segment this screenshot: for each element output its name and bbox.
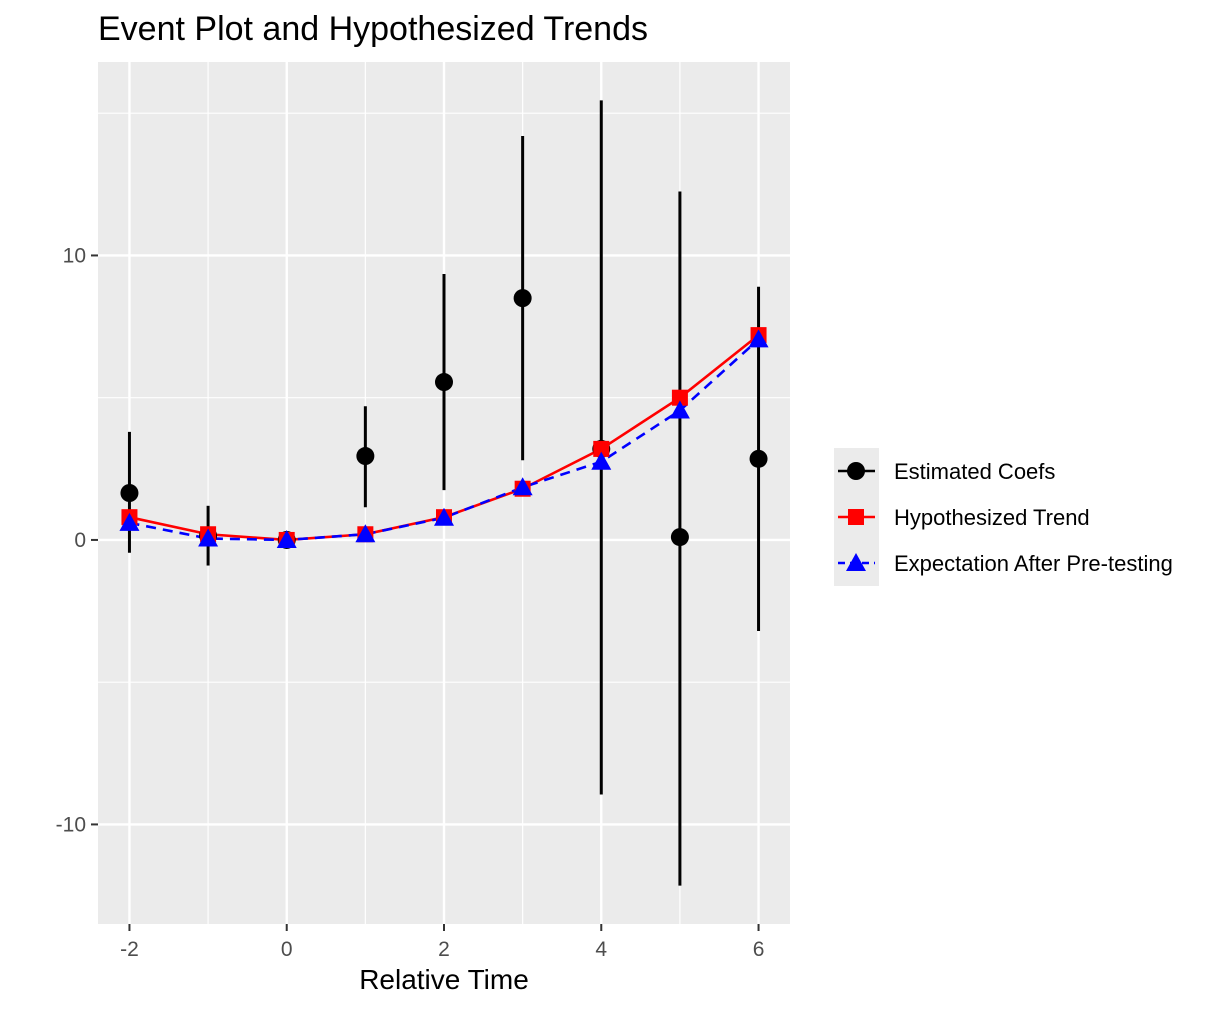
point-estimated-coef (435, 373, 453, 392)
point-estimated-coef (749, 449, 768, 468)
point-expectation-after-pretesting (591, 451, 612, 470)
point-expectation-after-pretesting (355, 524, 376, 543)
legend-key-marker-expectation-after-pretesting (846, 553, 866, 571)
x-tick-label: 0 (281, 938, 293, 961)
x-axis-title: Relative Time (359, 964, 529, 995)
point-hypothesized-trend (671, 389, 688, 406)
point-expectation-after-pretesting (198, 528, 219, 547)
point-expectation-after-pretesting (748, 329, 769, 348)
x-tick-label: 4 (595, 938, 607, 961)
x-tick-label: -2 (120, 938, 139, 961)
x-tick-label: 6 (753, 938, 765, 961)
y-tick-label: 0 (74, 529, 86, 552)
legend-key-marker-hypothesized-trend (848, 509, 864, 525)
legend-label-hypothesized-trend: Hypothesized Trend (894, 505, 1090, 530)
point-expectation-after-pretesting (669, 400, 690, 419)
y-axis: -10 0 10 (56, 244, 98, 836)
point-estimated-coef (513, 289, 532, 308)
legend: Estimated Coefs Hypothesized Trend Expecta… (834, 448, 1173, 586)
point-expectation-after-pretesting (434, 507, 454, 526)
point-estimated-coef (120, 484, 139, 502)
x-axis: -2 0 2 4 6 (120, 924, 764, 961)
point-expectation-after-pretesting (276, 529, 297, 548)
point-estimated-coef (670, 528, 689, 547)
chart-title: Event Plot and Hypothesized Trends (98, 10, 648, 48)
line-expectation-after-pretesting (129, 338, 760, 542)
legend-label-estimated-coefs: Estimated Coefs (894, 459, 1055, 484)
y-tick-label: -10 (56, 813, 86, 836)
legend-label-expectation-after-pretesting: Expectation After Pre-testing (894, 551, 1173, 576)
legend-key-marker-estimated-coefs (847, 462, 865, 480)
x-tick-label: 2 (438, 938, 450, 961)
point-expectation-after-pretesting (512, 477, 533, 496)
point-hypothesized-trend (593, 440, 610, 457)
y-tick-label: 10 (63, 244, 86, 267)
point-expectation-after-pretesting (119, 512, 140, 531)
series-markers (119, 289, 769, 549)
point-estimated-coef (356, 447, 375, 466)
